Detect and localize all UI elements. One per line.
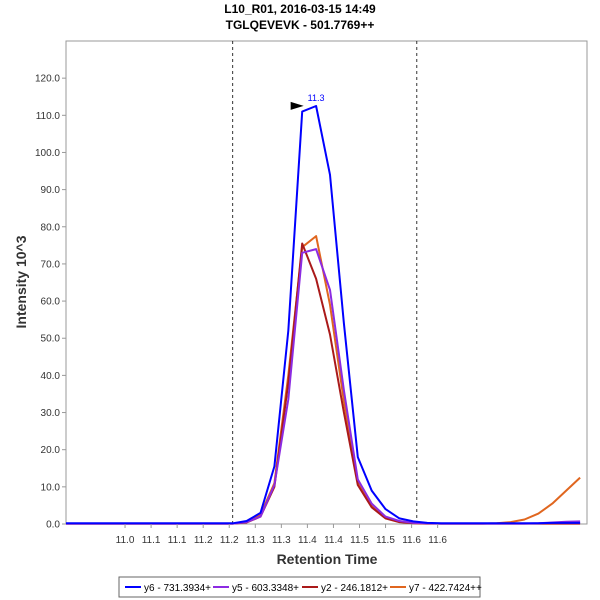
legend: y6 - 731.3934+ y5 - 603.3348+ y2 - 246.181… xyxy=(118,576,482,598)
chart-subtitle: TGLQEVEVK - 501.7769++ xyxy=(226,18,375,32)
x-tick-label: 11.4 xyxy=(298,535,317,546)
y-tick-label: 120.0 xyxy=(35,74,60,85)
y-axis-ticks: 0.0 10.0 20.0 30.0 40.0 50.0 60.0 70.0 80.0 90.0 1… xyxy=(35,74,66,531)
legend-entry-label: y6 - 731.3934+ xyxy=(144,583,211,594)
legend-entry-label: y5 - 603.3348+ xyxy=(232,583,299,594)
y-tick-label: 50.0 xyxy=(41,334,61,345)
x-tick-label: 11.3 xyxy=(272,535,291,546)
y-tick-label: 110.0 xyxy=(36,111,61,122)
y-tick-label: 70.0 xyxy=(41,259,61,270)
peak-marker xyxy=(290,101,304,110)
legend-box xyxy=(118,576,481,598)
x-tick-label: 11.5 xyxy=(350,535,369,546)
x-tick-label: 11.4 xyxy=(324,535,343,546)
series-line xyxy=(66,105,581,525)
x-axis-ticks: 11.0 11.1 11.1 11.2 11.2 11.3 11.3 11.4 11.4 11.5… xyxy=(116,524,447,546)
y-axis-label: Intensity 10^3 xyxy=(13,235,29,328)
x-tick-label: 11.5 xyxy=(376,535,395,546)
x-axis-label: Retention Time xyxy=(277,551,378,567)
x-tick-label: 11.1 xyxy=(168,535,187,546)
y-tick-label: 90.0 xyxy=(41,185,61,196)
series-lines xyxy=(66,105,581,525)
legend-entry-label: y2 - 246.1812+ xyxy=(321,583,388,594)
peak-annotation: 11.3 xyxy=(290,93,325,110)
x-tick-label: 11.3 xyxy=(246,535,265,546)
y-tick-label: 80.0 xyxy=(41,222,61,233)
y-tick-label: 0.0 xyxy=(46,520,60,531)
peak-retention-label: 11.3 xyxy=(308,93,325,103)
x-tick-label: 11.6 xyxy=(402,535,421,546)
x-tick-label: 11.0 xyxy=(116,535,135,546)
y-tick-label: 30.0 xyxy=(41,408,61,419)
x-tick-label: 11.1 xyxy=(142,535,161,546)
x-tick-label: 11.6 xyxy=(428,535,447,546)
y-tick-label: 10.0 xyxy=(41,482,61,493)
x-tick-label: 11.2 xyxy=(220,535,239,546)
chart-title: L10_R01, 2016-03-15 14:49 xyxy=(224,2,376,16)
y-tick-label: 60.0 xyxy=(41,297,61,308)
y-tick-label: 20.0 xyxy=(41,445,61,456)
legend-entry-label: y7 - 422.7424++ xyxy=(409,583,482,594)
y-tick-label: 40.0 xyxy=(41,371,61,382)
peak-boundaries xyxy=(232,41,418,524)
y-tick-label: 100.0 xyxy=(35,148,60,159)
x-tick-label: 11.2 xyxy=(194,535,213,546)
